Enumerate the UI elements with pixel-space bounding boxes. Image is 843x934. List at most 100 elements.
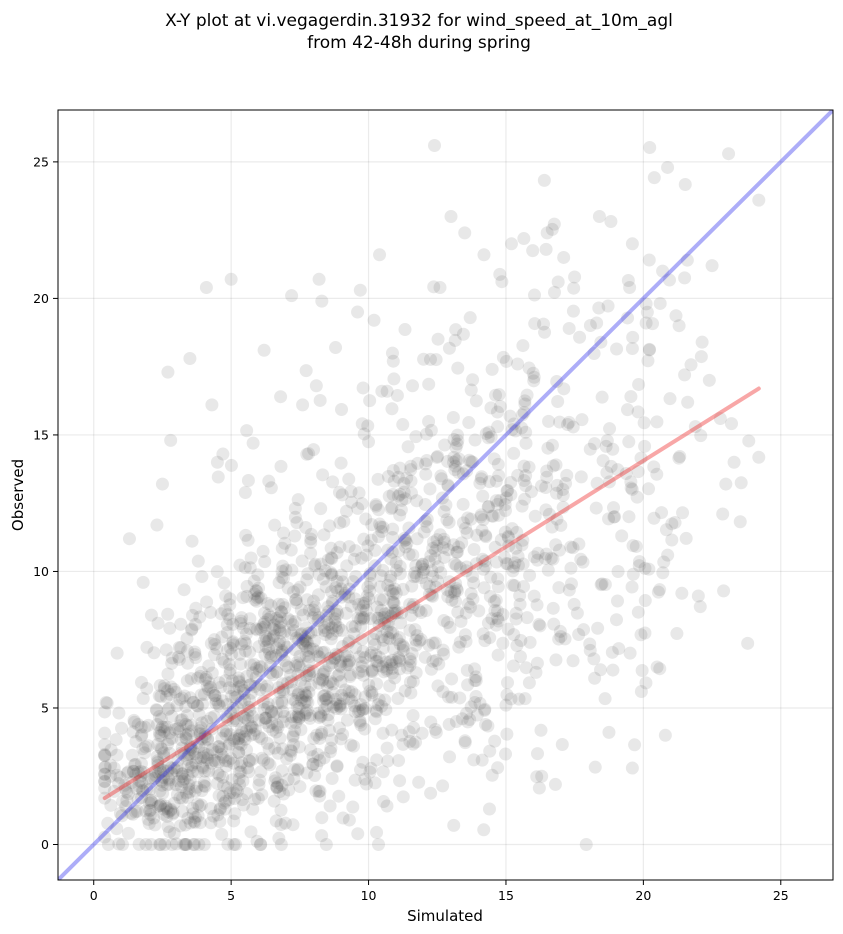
scatter-point [347,627,361,641]
scatter-point [418,514,432,528]
scatter-point [211,740,225,754]
scatter-point [442,341,456,355]
scatter-point [352,666,366,680]
scatter-point [419,604,433,618]
scatter-point [461,511,475,525]
scatter-point [447,818,461,832]
scatter-point [238,644,252,658]
scatter-point [426,654,440,668]
scatter-point [275,778,289,792]
scatter-point [621,311,635,325]
scatter-point [204,802,218,816]
scatter-point [223,666,237,680]
scatter-point [386,530,400,544]
scatter-point [371,698,385,712]
scatter-point [234,637,248,651]
scatter-point [529,665,543,679]
scatter-point [468,696,482,710]
scatter-point [486,509,500,523]
scatter-point [478,554,492,568]
scatter-point [186,696,200,710]
scatter-point [476,489,490,503]
scatter-point [201,733,215,747]
scatter-point [162,733,176,747]
scatter-point [185,758,199,772]
scatter-point [334,582,348,596]
scatter-point [327,652,341,666]
scatter-point [592,301,606,315]
scatter-point [254,591,268,605]
scatter-point [464,512,478,526]
scatter-point [441,454,455,468]
scatter-point [441,690,455,704]
scatter-point [191,554,205,568]
scatter-point [459,521,473,535]
scatter-point [409,735,423,749]
scatter-point [237,686,251,700]
scatter-point [409,559,423,573]
scatter-point [311,747,325,761]
scatter-point [250,594,264,608]
scatter-point [425,588,439,602]
scatter-point [621,403,635,417]
scatter-point [215,827,229,841]
scatter-point [134,720,148,734]
scatter-point [594,335,608,349]
scatter-point [678,368,692,382]
scatter-point [232,728,246,742]
scatter-point [359,548,373,562]
scatter-point [198,779,212,793]
scatter-point [271,696,285,710]
scatter-point [574,470,588,484]
scatter-point [316,468,330,482]
scatter-point [394,616,408,630]
scatter-point [238,634,252,648]
scatter-point [210,565,224,579]
scatter-point [143,782,157,796]
scatter-point [293,674,307,688]
scatter-point [438,438,452,452]
scatter-point [160,684,174,698]
scatter-point [507,560,521,574]
scatter-point [316,673,330,687]
scatter-point [132,837,146,851]
scatter-point [296,632,310,646]
scatter-point [491,497,505,511]
scatter-point [658,728,672,742]
scatter-point [393,567,407,581]
scatter-point [219,754,233,768]
scatter-point [336,575,350,589]
scatter-point [482,802,496,816]
scatter-point [313,789,327,803]
scatter-point [356,703,370,717]
scatter-point [160,801,174,815]
scatter-point [126,725,140,739]
scatter-point [355,632,369,646]
scatter-point [442,575,456,589]
scatter-point [340,504,354,518]
scatter-point [227,814,241,828]
scatter-point [181,748,195,762]
scatter-point [355,664,369,678]
scatter-point [453,635,467,649]
scatter-point [376,520,390,534]
scatter-point [424,423,438,437]
scatter-point [524,485,538,499]
scatter-point [354,698,368,712]
scatter-point [273,634,287,648]
scatter-point [264,481,278,495]
scatter-point [198,673,212,687]
scatter-point [291,688,305,702]
scatter-point [530,598,544,612]
scatter-point [541,441,555,455]
scatter-point [481,431,495,445]
scatter-point [98,747,112,761]
scatter-point [239,528,253,542]
scatter-point [205,722,219,736]
scatter-point [447,538,461,552]
scatter-point [135,728,149,742]
scatter-point [269,649,283,663]
scatter-point [400,536,414,550]
scatter-point [719,477,733,491]
scatter-point [179,731,193,745]
